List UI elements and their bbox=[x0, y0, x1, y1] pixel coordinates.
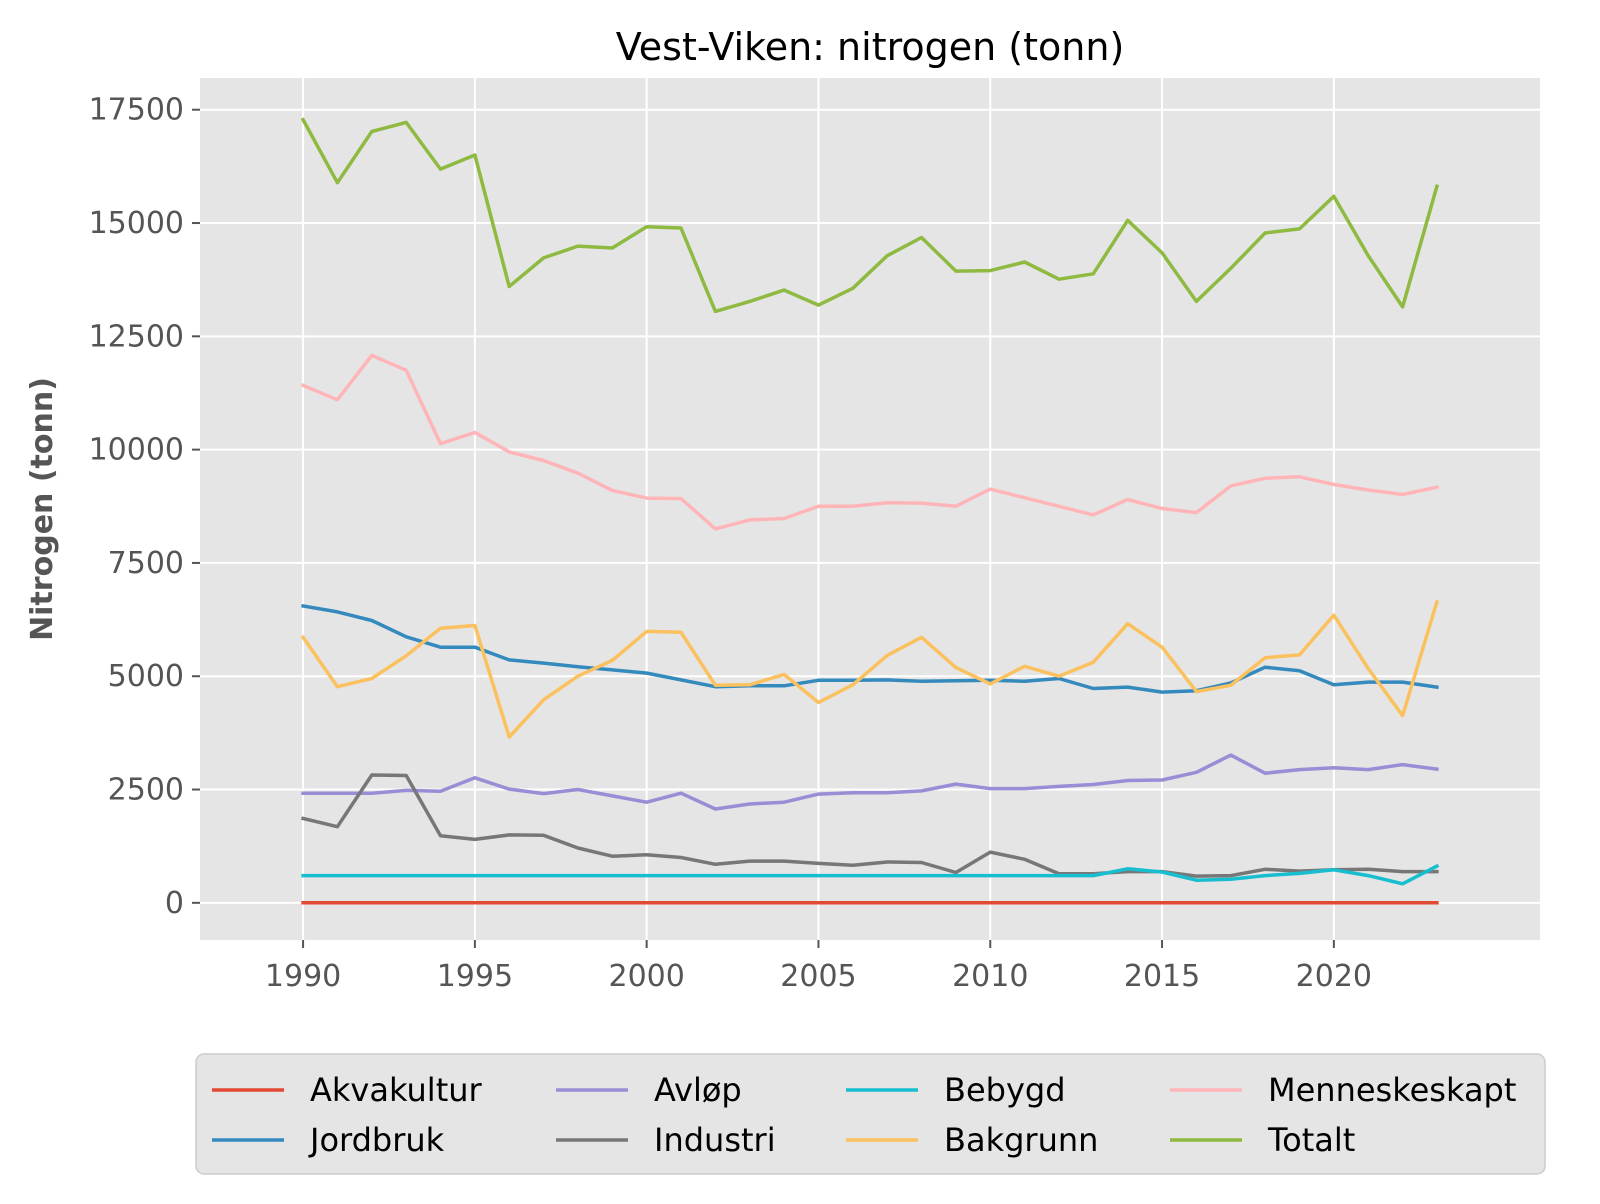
legend-label: Bebygd bbox=[944, 1071, 1066, 1109]
chart-title: Vest-Viken: nitrogen (tonn) bbox=[616, 25, 1125, 69]
series-line-menneskeskapt bbox=[300, 353, 1439, 531]
x-axis: 1990 1995 2000 2005 2010 2015 2020 bbox=[265, 940, 1372, 994]
x-tick-label: 2015 bbox=[1124, 959, 1200, 994]
y-tick-label: 2500 bbox=[108, 773, 184, 808]
y-axis: 0 2500 5000 7500 10000 12500 15000 17500 bbox=[89, 93, 200, 921]
x-tick-label: 2010 bbox=[952, 959, 1028, 994]
y-axis-label: Nitrogen (tonn) bbox=[25, 377, 60, 641]
plot-area bbox=[200, 78, 1540, 940]
legend-label: Totalt bbox=[1267, 1121, 1355, 1159]
legend-label: Akvakultur bbox=[310, 1071, 483, 1109]
y-tick-label: 7500 bbox=[108, 546, 184, 581]
legend-label: Bakgrunn bbox=[944, 1121, 1098, 1159]
series-line-jordbruk bbox=[301, 603, 1439, 694]
series-line-industri bbox=[300, 773, 1439, 878]
legend-label: Avløp bbox=[654, 1071, 742, 1109]
x-tick-label: 1995 bbox=[437, 959, 513, 994]
series-line-totalt bbox=[300, 117, 1440, 314]
y-tick-label: 17500 bbox=[89, 93, 184, 128]
x-tick-label: 1990 bbox=[265, 959, 341, 994]
x-tick-label: 2000 bbox=[608, 959, 684, 994]
x-tick-label: 2005 bbox=[780, 959, 856, 994]
y-tick-label: 10000 bbox=[89, 433, 184, 468]
x-tick-label: 2020 bbox=[1296, 959, 1372, 994]
legend-label: Jordbruk bbox=[308, 1121, 445, 1159]
y-tick-label: 15000 bbox=[89, 206, 184, 241]
legend-label: Menneskeskapt bbox=[1268, 1071, 1516, 1109]
series-line-bebygd bbox=[301, 863, 1440, 886]
legend-frame bbox=[195, 1053, 1546, 1175]
y-tick-label: 0 bbox=[165, 886, 184, 921]
y-tick-label: 12500 bbox=[89, 319, 184, 354]
series-layer bbox=[300, 117, 1440, 905]
legend-label: Industri bbox=[654, 1121, 776, 1159]
legend: Akvakultur Jordbruk Avløp Industri Bebygd Bak… bbox=[195, 1053, 1546, 1175]
y-tick-label: 5000 bbox=[108, 659, 184, 694]
series-line-avl-p bbox=[301, 753, 1439, 811]
series-line-bakgrunn bbox=[300, 599, 1440, 739]
